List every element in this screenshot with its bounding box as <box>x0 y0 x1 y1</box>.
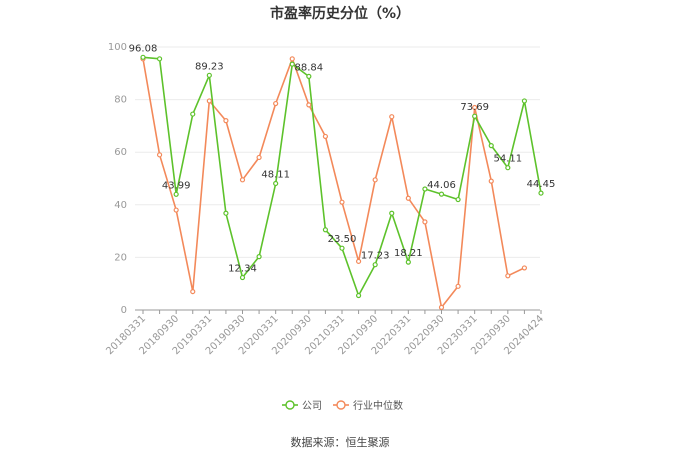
data-point-s0-15[interactable] <box>389 210 395 216</box>
data-point-s1-6[interactable] <box>239 177 246 183</box>
data-point-s0-14[interactable] <box>372 262 378 268</box>
data-point-s0-2[interactable] <box>173 191 179 197</box>
data-point-s0-0[interactable] <box>140 54 146 60</box>
data-point-s0-13[interactable] <box>355 292 362 299</box>
data-label-14: 17.23 <box>361 251 390 262</box>
data-point-s0-24[interactable] <box>538 190 544 196</box>
data-point-s1-12[interactable] <box>339 199 345 205</box>
data-point-s1-19[interactable] <box>455 283 461 289</box>
data-point-s0-17[interactable] <box>422 186 428 192</box>
data-point-s0-20[interactable] <box>472 113 478 119</box>
data-label-0: 96.08 <box>129 43 158 54</box>
data-point-s0-23[interactable] <box>521 98 528 104</box>
y-tick-label-40: 40 <box>114 200 127 211</box>
legend[interactable]: 公司 行业中位数 <box>282 399 403 412</box>
data-point-s0-22[interactable] <box>505 165 511 171</box>
y-tick-label-60: 60 <box>114 147 127 158</box>
data-label-4: 89.23 <box>195 61 224 72</box>
data-label-22: 54.11 <box>494 154 523 165</box>
data-point-s1-4[interactable] <box>206 98 212 104</box>
data-point-s0-8[interactable] <box>273 180 279 187</box>
data-point-s1-2[interactable] <box>173 207 179 213</box>
chart-title: 市盈率历史分位（%） <box>270 5 410 22</box>
data-point-s1-13[interactable] <box>355 258 362 264</box>
data-point-s0-10[interactable] <box>306 73 312 79</box>
series-line-1 <box>142 58 525 309</box>
data-point-s1-21[interactable] <box>488 178 494 184</box>
series-points <box>140 54 544 310</box>
data-label-20: 73.69 <box>460 102 489 113</box>
grid-lines <box>135 46 540 258</box>
legend-item-1[interactable]: 行业中位数 <box>333 399 403 412</box>
legend-label-1: 行业中位数 <box>353 399 403 412</box>
data-point-s0-21[interactable] <box>488 143 494 149</box>
data-point-s1-16[interactable] <box>405 195 411 201</box>
data-point-s1-14[interactable] <box>372 177 378 183</box>
data-point-s0-3[interactable] <box>190 111 196 117</box>
data-point-s0-6[interactable] <box>239 274 246 281</box>
data-point-s1-1[interactable] <box>156 152 163 158</box>
data-point-s0-1[interactable] <box>156 56 163 62</box>
data-point-s1-9[interactable] <box>289 56 295 62</box>
data-point-s1-11[interactable] <box>322 133 329 140</box>
data-point-s1-18[interactable] <box>438 304 445 310</box>
data-point-s1-15[interactable] <box>389 114 395 120</box>
legend-label-0: 公司 <box>302 401 322 412</box>
data-point-s1-17[interactable] <box>422 219 428 225</box>
data-label-2: 43.99 <box>162 180 191 191</box>
data-point-s1-20[interactable] <box>472 104 478 111</box>
y-tick-label-80: 80 <box>114 95 127 106</box>
data-point-s0-18[interactable] <box>438 191 445 197</box>
data-point-s0-11[interactable] <box>322 227 329 233</box>
legend-marker-0 <box>285 400 295 410</box>
x-axis: 2018033120180930201903312019093020200331… <box>104 309 546 357</box>
y-axis: 0 20 40 60 80 100 <box>108 42 127 316</box>
y-tick-label-100: 100 <box>108 42 127 53</box>
data-label-6: 12.34 <box>228 264 257 275</box>
series-lines <box>142 56 542 309</box>
source-note: 数据来源：恒生聚源 <box>291 435 390 449</box>
legend-item-0[interactable]: 公司 <box>282 400 322 412</box>
data-point-s1-23[interactable] <box>521 265 528 271</box>
data-point-s0-9[interactable] <box>289 61 295 67</box>
data-point-s0-5[interactable] <box>223 210 229 216</box>
data-label-18: 44.06 <box>427 180 456 191</box>
data-label-12: 23.50 <box>328 234 357 245</box>
data-point-s0-16[interactable] <box>405 259 411 265</box>
data-label-8: 48.11 <box>261 169 290 180</box>
data-point-s0-7[interactable] <box>256 254 262 260</box>
data-label-24: 44.45 <box>527 179 556 190</box>
legend-marker-1 <box>336 400 346 410</box>
data-point-s1-22[interactable] <box>505 273 511 279</box>
data-point-s1-8[interactable] <box>273 100 279 107</box>
data-label-10: 88.84 <box>295 62 324 73</box>
data-point-s1-7[interactable] <box>256 154 262 161</box>
data-point-s0-4[interactable] <box>206 72 212 78</box>
y-tick-label-0: 0 <box>121 305 127 316</box>
data-point-s1-5[interactable] <box>223 118 229 124</box>
data-point-s1-10[interactable] <box>306 102 312 108</box>
y-tick-label-20: 20 <box>114 252 127 263</box>
data-point-s0-19[interactable] <box>455 196 461 203</box>
data-point-s1-3[interactable] <box>190 288 196 295</box>
data-label-16: 18.21 <box>394 248 423 259</box>
data-labels: 96.08 43.99 89.23 12.34 48.11 88.84 23.50 17.23… <box>129 43 556 274</box>
data-point-s0-12[interactable] <box>339 245 345 251</box>
